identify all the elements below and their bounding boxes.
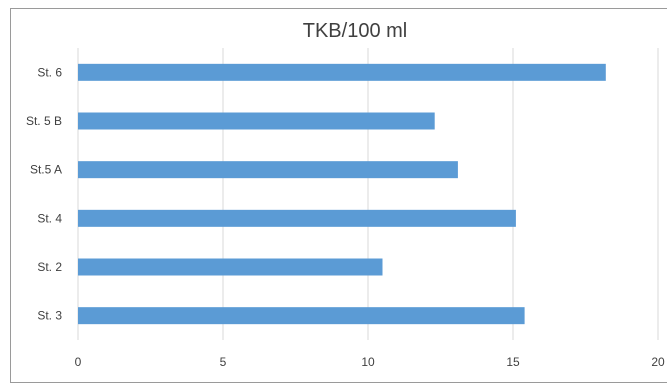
category-labels: St. 6 St. 5 B St.5 A St. 4 St. 2 St. 3	[26, 65, 62, 322]
bar	[78, 209, 516, 227]
grid-layer	[77, 48, 659, 340]
x-axis-tick-labels: 0 5 10 15 20	[75, 355, 665, 369]
bar	[78, 161, 458, 179]
x-tick-label: 0	[75, 355, 82, 369]
category-label: St. 3	[37, 309, 62, 323]
bars-layer	[78, 63, 606, 325]
category-label: St. 4	[37, 211, 62, 225]
bar	[78, 112, 435, 130]
bar	[78, 307, 525, 325]
category-label: St.5 A	[30, 163, 62, 177]
x-tick-label: 10	[361, 355, 375, 369]
chart-title: TKB/100 ml	[303, 20, 407, 42]
category-label: St. 2	[37, 260, 62, 274]
bar	[78, 63, 606, 81]
bar-chart: TKB/100 ml St. 6St. 5 BSt.5 ASt. 4St. 2S…	[26, 20, 665, 369]
bar	[78, 258, 383, 276]
category-label: St. 5 B	[26, 114, 62, 128]
category-label: St. 6	[37, 65, 62, 79]
x-tick-label: 15	[506, 355, 520, 369]
x-tick-label: 5	[220, 355, 227, 369]
x-tick-label: 20	[651, 355, 665, 369]
